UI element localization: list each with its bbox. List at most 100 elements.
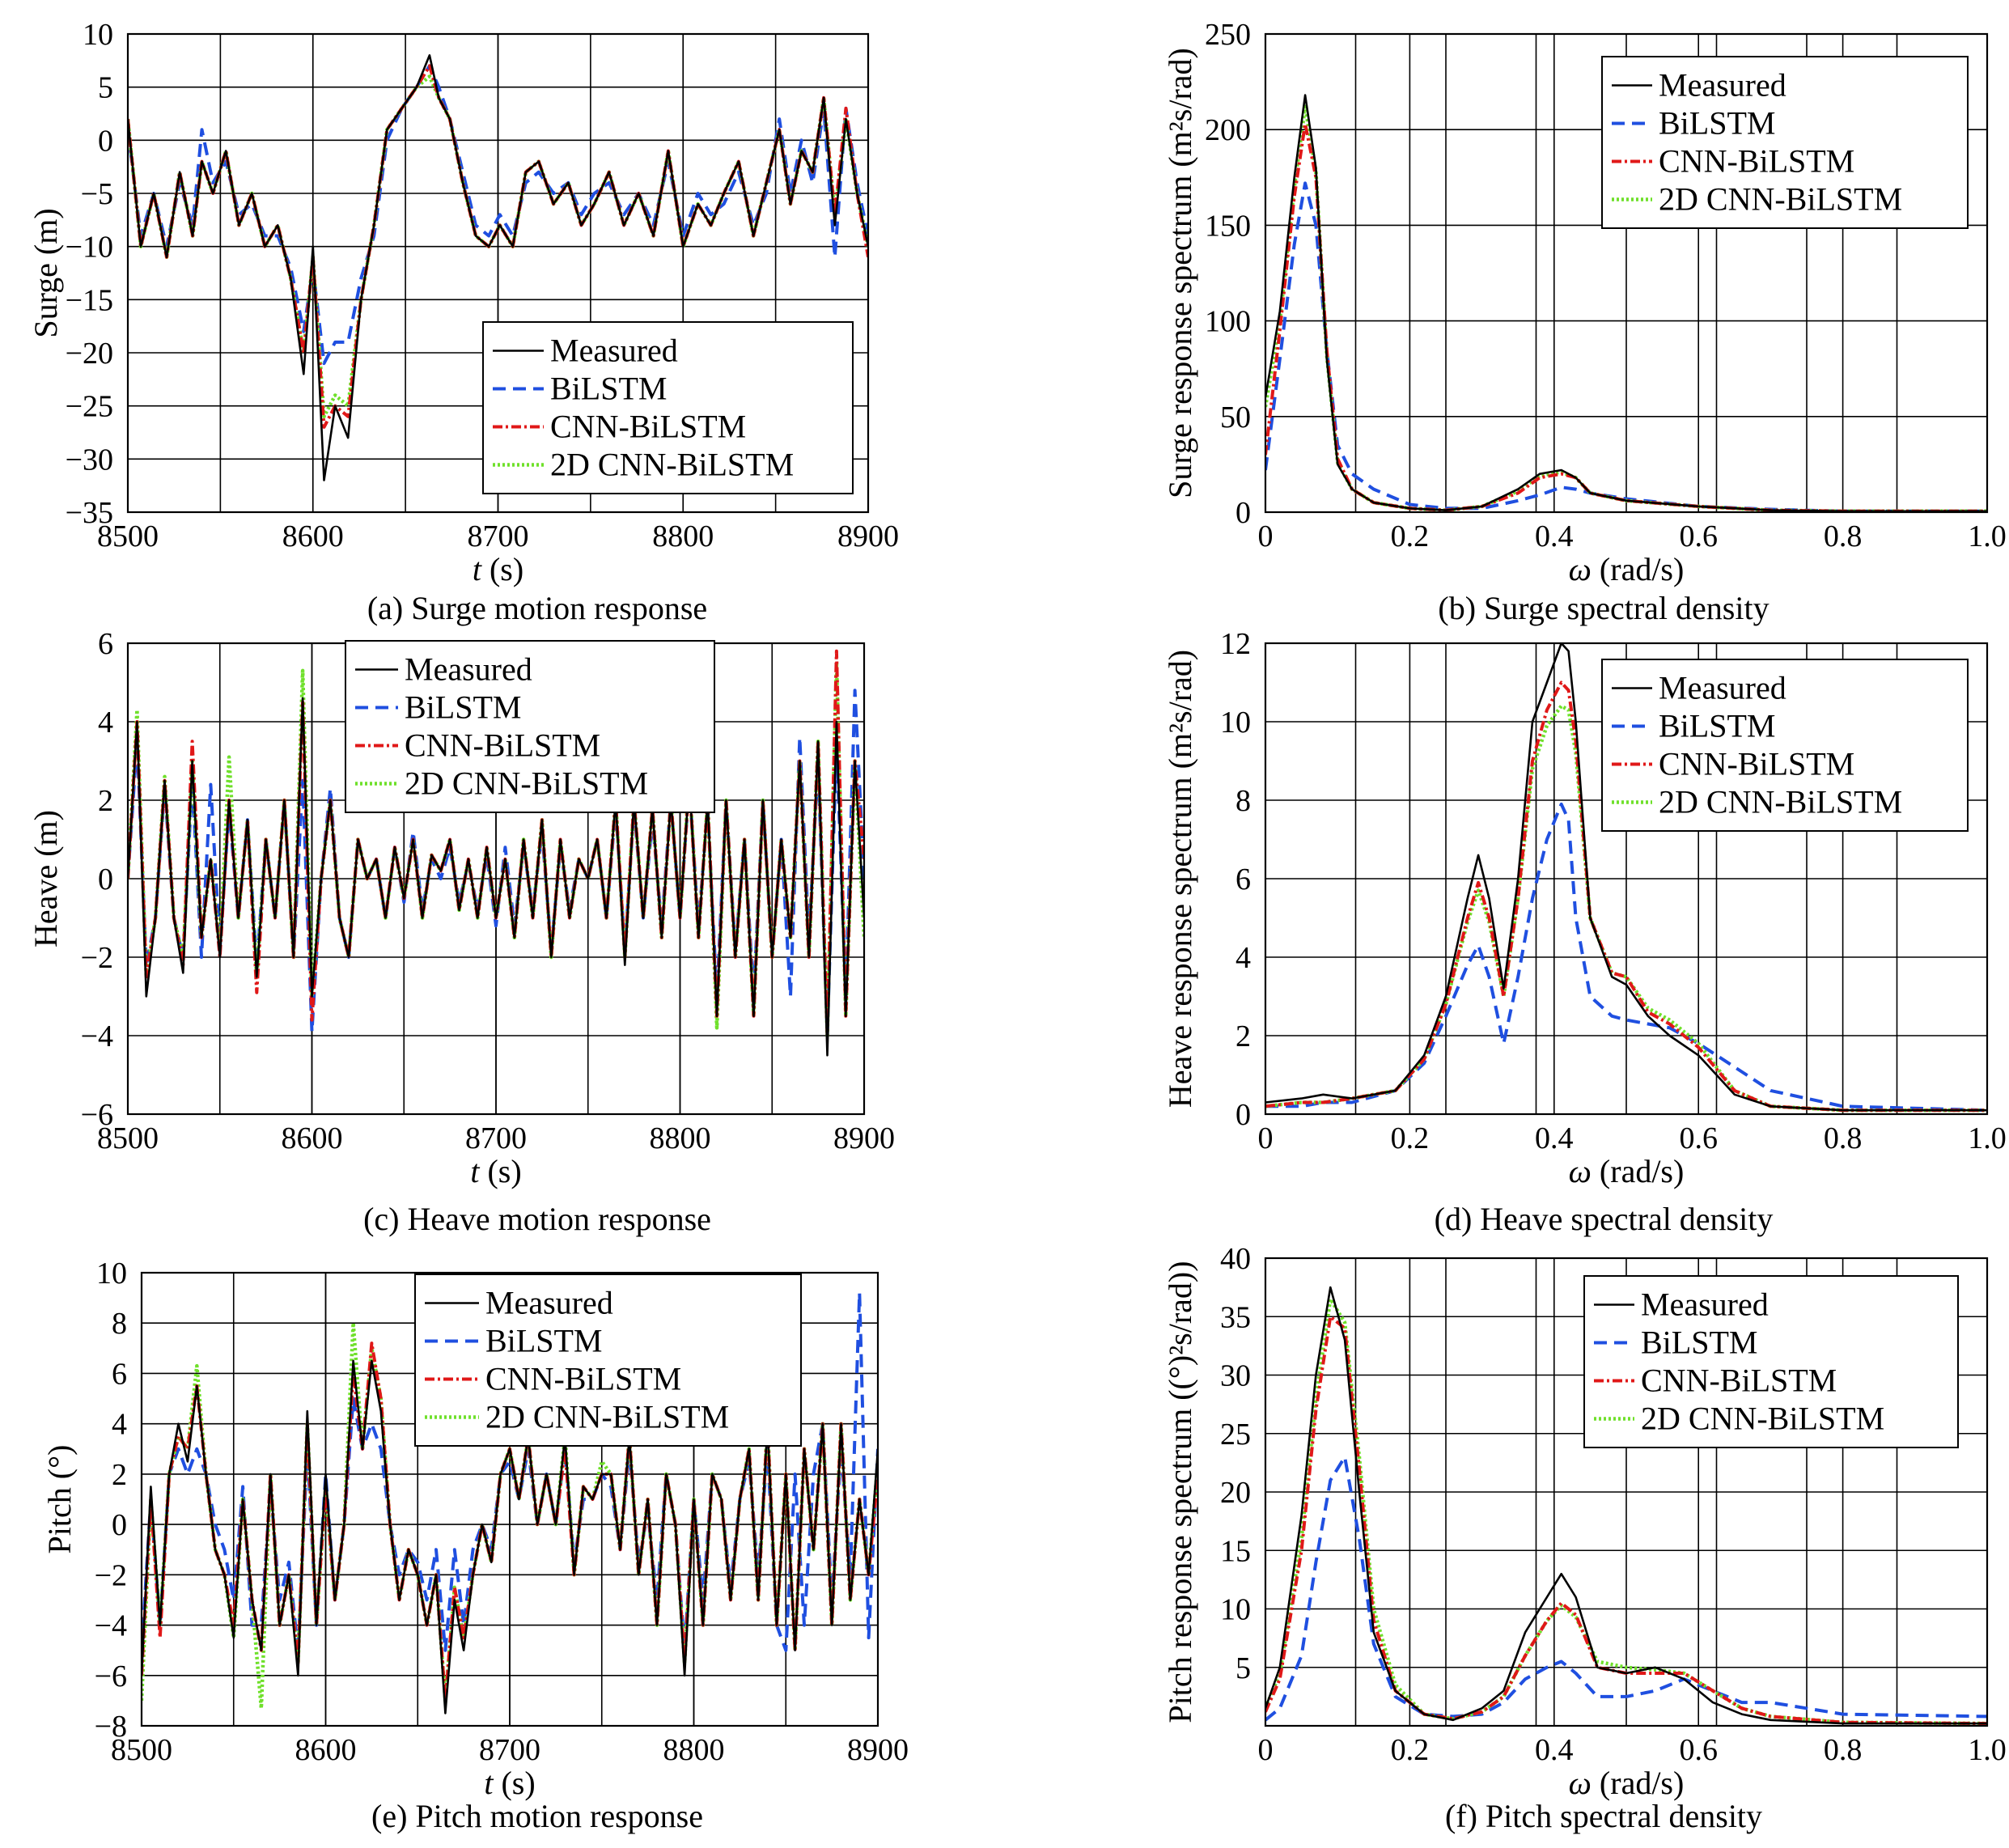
series-line-measured	[128, 697, 864, 1057]
y-tick-label: 10	[96, 1257, 127, 1291]
y-tick-label: 25	[1220, 1418, 1251, 1452]
y-tick-label: 35	[1220, 1300, 1251, 1334]
x-tick-label: 0.4	[1535, 1733, 1574, 1767]
legend-label: Measured	[1659, 67, 1786, 104]
x-tick-label: 8800	[663, 1733, 725, 1767]
y-tick-label: 4	[1235, 941, 1251, 975]
plot-frame	[140, 1271, 879, 1727]
y-tick-label: 6	[112, 1357, 127, 1391]
x-axis-label: ω (rad/s)	[1569, 1765, 1685, 1801]
y-tick-label: 0	[1235, 496, 1251, 530]
legend-label: CNN-BiLSTM	[485, 1361, 681, 1397]
x-tick-label: 1.0	[1968, 1121, 2007, 1155]
series-line-cnn-bilstm	[1265, 1315, 1987, 1726]
legend-box	[1601, 56, 1969, 229]
x-tick-label: 0.8	[1824, 1733, 1863, 1767]
x-tick-label: 0.6	[1679, 1733, 1718, 1767]
legend-box	[345, 640, 715, 813]
y-tick-label: −20	[66, 337, 113, 371]
panel-2: 0 0.2 0.4 0.6 0.8 1.0 0 50 100 150 200 250 ω (rad/s)…	[1162, 18, 2007, 626]
y-tick-label: 6	[1235, 863, 1251, 896]
x-tick-label: 8600	[282, 519, 344, 553]
y-tick-label: −8	[95, 1710, 127, 1744]
y-axis-label: Surge response spectrum (m²s/rad)	[1162, 48, 1198, 498]
y-tick-label: 10	[83, 18, 113, 52]
y-tick-label: 6	[98, 627, 113, 661]
x-tick-label: 8700	[465, 1121, 527, 1155]
legend-box	[482, 321, 854, 494]
x-tick-label: 8600	[282, 1121, 343, 1155]
x-tick-label: 0.8	[1824, 1121, 1863, 1155]
series-line-measured	[128, 54, 868, 481]
x-tick-label: 0.2	[1391, 1121, 1430, 1155]
series-line-measured	[1265, 643, 1987, 1112]
y-tick-label: 12	[1220, 627, 1251, 661]
x-tick-label: 0.6	[1679, 1121, 1718, 1155]
x-tick-label: 0.2	[1391, 519, 1430, 553]
x-tick-label: 8500	[111, 1733, 172, 1767]
y-tick-label: −4	[81, 1019, 113, 1053]
legend-label: 2D CNN-BiLSTM	[1659, 784, 1902, 820]
legend-box	[1583, 1275, 1959, 1448]
y-tick-label: 2	[1235, 1019, 1251, 1053]
y-tick-label: 250	[1205, 18, 1251, 52]
legend-label: BiLSTM	[405, 689, 521, 726]
y-tick-label: 0	[98, 863, 113, 896]
plot-frame	[126, 32, 870, 514]
y-tick-label: 15	[1220, 1534, 1251, 1568]
y-tick-label: 40	[1220, 1242, 1251, 1276]
legend-label: BiLSTM	[1641, 1325, 1757, 1361]
x-tick-label: 0.8	[1824, 519, 1863, 553]
legend-label: BiLSTM	[485, 1323, 602, 1359]
x-tick-label: 0.4	[1535, 519, 1574, 553]
y-tick-label: −2	[95, 1558, 127, 1592]
x-tick-label: 0	[1258, 1733, 1274, 1767]
y-tick-label: 100	[1205, 305, 1251, 339]
y-tick-label: 5	[1235, 1651, 1251, 1685]
panel-3: 8500 8600 8700 8800 8900 −6 −4 −2 0 2 4 6 t (s) Heave…	[28, 627, 895, 1237]
y-tick-label: 50	[1220, 401, 1251, 434]
panel-caption: (f) Pitch spectral density	[1445, 1798, 1762, 1834]
y-tick-label: −4	[95, 1609, 127, 1643]
x-tick-label: 0	[1258, 519, 1274, 553]
y-axis-label: Heave response spectrum (m²s/rad)	[1162, 650, 1198, 1108]
y-tick-label: 0	[98, 124, 113, 158]
series-line-bilstm	[1265, 181, 1987, 512]
x-axis-label: t (s)	[470, 1153, 521, 1189]
legend-label: 2D CNN-BiLSTM	[1641, 1401, 1884, 1437]
plot-frame	[1264, 642, 1989, 1116]
y-tick-label: 20	[1220, 1476, 1251, 1510]
series-group	[1265, 1286, 1987, 1726]
legend-label: BiLSTM	[1659, 105, 1775, 142]
y-tick-label: 10	[1220, 706, 1251, 740]
series-group	[1265, 643, 1987, 1113]
x-axis-label: t (s)	[484, 1765, 535, 1801]
x-axis-label: ω (rad/s)	[1569, 551, 1685, 587]
y-axis-label: Pitch response spectrum ((°)²s/rad))	[1162, 1261, 1198, 1723]
y-tick-label: −6	[95, 1659, 127, 1693]
series-group	[128, 54, 868, 481]
x-tick-label: 8900	[837, 519, 899, 553]
x-tick-label: 0.6	[1679, 519, 1718, 553]
legend-label: CNN-BiLSTM	[550, 409, 746, 445]
series-group	[142, 1291, 878, 1714]
panel-5: 8500 8600 8700 8800 8900 −8 −6 −4 −2 0 2 4 6 8 10 t (s)…	[41, 1257, 909, 1834]
panel-caption: (b) Surge spectral density	[1438, 590, 1769, 626]
plot-frame	[1264, 1257, 1989, 1727]
y-tick-label: 10	[1220, 1593, 1251, 1627]
series-group	[128, 649, 864, 1057]
y-axis-label: Heave (m)	[28, 810, 64, 947]
y-tick-label: −35	[66, 496, 113, 530]
panel-1: 8500 8600 8700 8800 8900 −35 −30 −25 −20 −15 −10 −5…	[28, 18, 899, 626]
legend-label: Measured	[485, 1285, 613, 1321]
y-axis-label: Pitch (°)	[41, 1445, 78, 1554]
series-group	[1265, 94, 1987, 512]
legend-label: Measured	[1659, 670, 1786, 706]
y-tick-label: 30	[1220, 1359, 1251, 1393]
y-tick-label: 8	[1235, 784, 1251, 818]
panel-caption: (d) Heave spectral density	[1435, 1201, 1774, 1237]
legend-label: 2D CNN-BiLSTM	[405, 765, 648, 802]
